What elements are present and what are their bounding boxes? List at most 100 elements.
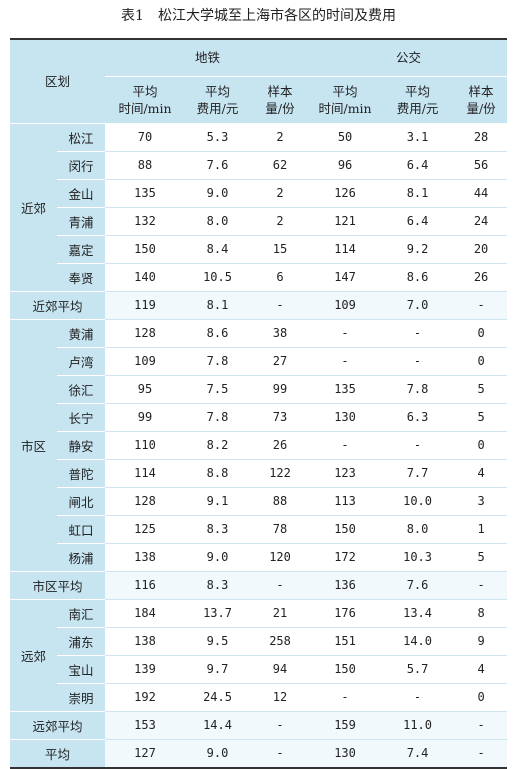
- group-name: 近郊: [10, 123, 57, 292]
- data-table: 区划 地铁 公交 平均 时间/min 平均 费用/元 样本 量/份 平均 时间/min 平均 …: [10, 38, 508, 769]
- header-column: 平均 时间/min: [105, 76, 186, 124]
- table-row: 静安 110 8.2 26- -0: [10, 431, 508, 460]
- table-row: 市区 黄浦 128 8.6 38- -0: [10, 319, 508, 572]
- data-cell: 126: [310, 179, 381, 208]
- data-cell: 50: [310, 123, 381, 152]
- data-cell: -: [310, 319, 381, 348]
- data-cell: 10.3: [380, 543, 456, 572]
- average-label: 远郊平均: [10, 711, 106, 740]
- data-cell: 0: [455, 319, 508, 348]
- district-name: 宝山: [57, 655, 106, 684]
- average-cell: -: [250, 571, 311, 600]
- data-cell: 147: [310, 263, 381, 292]
- data-cell: 1: [455, 515, 508, 544]
- table-row: 金山 135 9.0 2 126 8.1 44: [10, 179, 508, 208]
- data-cell: 130: [310, 403, 381, 432]
- table-row: 近郊 松江 70 5.3 2 50 3.1 28: [10, 123, 508, 292]
- header-metro: 地铁: [105, 39, 311, 77]
- data-cell: 0: [455, 683, 508, 712]
- data-cell: 5.7: [380, 655, 456, 684]
- average-cell: -: [455, 571, 508, 600]
- data-cell: 6.4: [380, 207, 456, 236]
- average-label: 近郊平均: [10, 291, 106, 320]
- data-cell: 184: [105, 599, 186, 628]
- data-cell: 24: [455, 207, 508, 236]
- data-cell: 9: [455, 627, 508, 656]
- total-cell: 7.4: [380, 739, 456, 768]
- data-cell: 26: [250, 431, 311, 460]
- data-cell: 125: [105, 515, 186, 544]
- data-cell: 114: [310, 235, 381, 264]
- data-cell: 172: [310, 543, 381, 572]
- average-cell: 7.0: [380, 291, 456, 320]
- data-cell: 9.0: [185, 543, 251, 572]
- data-cell: 7.8: [380, 375, 456, 404]
- district-name: 长宁: [57, 403, 106, 432]
- data-cell: 7.8: [185, 403, 251, 432]
- data-cell: 70: [105, 123, 186, 152]
- data-cell: -: [310, 347, 381, 376]
- average-cell: -: [250, 711, 311, 740]
- data-cell: 8.1: [380, 179, 456, 208]
- district-name: 崇明: [57, 683, 106, 712]
- data-cell: 135: [310, 375, 381, 404]
- total-label: 平均: [10, 739, 106, 768]
- data-cell: 8.8: [185, 459, 251, 488]
- district-name: 闸北: [57, 487, 106, 516]
- data-cell: 20: [455, 235, 508, 264]
- data-cell: 14.0: [380, 627, 456, 656]
- data-cell: 3.1: [380, 123, 456, 152]
- district-name: 普陀: [57, 459, 106, 488]
- average-cell: -: [250, 291, 311, 320]
- data-cell: 6.4: [380, 151, 456, 180]
- data-cell: 15: [250, 235, 311, 264]
- district-name: 杨浦: [57, 543, 106, 572]
- average-cell: 116: [105, 571, 186, 600]
- table-row: 奉贤 140 10.5 6 147 8.6 26: [10, 263, 508, 292]
- data-cell: 62: [250, 151, 311, 180]
- data-cell: 13.7: [185, 599, 251, 628]
- data-cell: 8.0: [380, 515, 456, 544]
- data-cell: -: [310, 431, 381, 460]
- data-cell: 0: [455, 431, 508, 460]
- data-cell: 122: [250, 459, 311, 488]
- data-cell: 13.4: [380, 599, 456, 628]
- data-cell: 88: [250, 487, 311, 516]
- average-cell: 159: [310, 711, 381, 740]
- data-cell: 99: [105, 403, 186, 432]
- average-cell: 7.6: [380, 571, 456, 600]
- data-cell: 132: [105, 207, 186, 236]
- data-cell: 88: [105, 151, 186, 180]
- data-cell: -: [380, 319, 456, 348]
- data-cell: 5: [455, 375, 508, 404]
- data-cell: 56: [455, 151, 508, 180]
- data-cell: 38: [250, 319, 311, 348]
- table-row: 宝山 139 9.7 94 150 5.7 4: [10, 655, 508, 684]
- data-cell: 4: [455, 459, 508, 488]
- data-cell: 10.0: [380, 487, 456, 516]
- data-cell: 8.6: [185, 319, 251, 348]
- data-cell: 9.2: [380, 235, 456, 264]
- data-cell: 8.4: [185, 235, 251, 264]
- data-cell: 9.1: [185, 487, 251, 516]
- average-cell: 8.1: [185, 291, 251, 320]
- header-column: 平均 时间/min: [310, 76, 381, 124]
- data-cell: 128: [105, 487, 186, 516]
- table-row: 青浦 132 8.0 2 121 6.4 24: [10, 207, 508, 236]
- average-cell: 153: [105, 711, 186, 740]
- header-column: 平均 费用/元: [380, 76, 456, 124]
- header-column: 样本 量/份: [455, 76, 508, 124]
- group-name: 市区: [10, 319, 57, 572]
- data-cell: 10.5: [185, 263, 251, 292]
- data-cell: 44: [455, 179, 508, 208]
- header-bus: 公交: [310, 39, 508, 77]
- data-cell: 113: [310, 487, 381, 516]
- data-cell: 7.6: [185, 151, 251, 180]
- data-cell: 27: [250, 347, 311, 376]
- data-cell: 121: [310, 207, 381, 236]
- data-cell: 151: [310, 627, 381, 656]
- table-row: 卢湾 109 7.8 27- -0: [10, 347, 508, 376]
- district-name: 浦东: [57, 627, 106, 656]
- data-cell: 24.5: [185, 683, 251, 712]
- data-cell: 21: [250, 599, 311, 628]
